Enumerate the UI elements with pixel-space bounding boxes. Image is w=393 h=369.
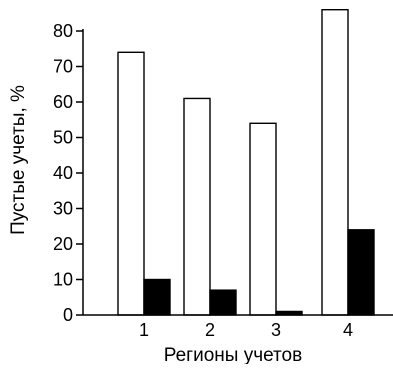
bar-open-region-4 <box>321 8 349 316</box>
labels-layer: Регионы учетов Пустые учеты, % <box>8 85 302 366</box>
x-tick-label-1: 1 <box>139 320 149 340</box>
y-tick-label-0: 0 <box>63 305 73 325</box>
x-tick-label-4: 4 <box>343 320 353 340</box>
bar-filled-region-2 <box>209 289 237 316</box>
axes-layer: 0 10 20 30 40 50 60 70 80 1 2 3 4 <box>53 21 393 340</box>
y-axis-title: Пустые учеты, % <box>8 85 29 235</box>
bars-layer <box>117 8 375 316</box>
y-tick-label-30: 30 <box>53 199 73 219</box>
x-tick-label-3: 3 <box>271 320 281 340</box>
bar-open-region-1 <box>117 51 145 316</box>
y-tick-label-70: 70 <box>53 57 73 77</box>
y-tick-label-50: 50 <box>53 128 73 148</box>
y-tick-label-80: 80 <box>53 21 73 41</box>
y-tick-label-40: 40 <box>53 163 73 183</box>
y-tick-label-60: 60 <box>53 92 73 112</box>
y-tick-label-10: 10 <box>53 270 73 290</box>
bar-open-region-3 <box>249 122 277 316</box>
bar-open-region-2 <box>183 97 211 316</box>
bar-filled-region-4 <box>347 229 375 316</box>
y-tick-label-20: 20 <box>53 234 73 254</box>
bar-filled-region-1 <box>143 278 171 316</box>
x-axis-title: Регионы учетов <box>164 345 302 364</box>
x-tick-label-2: 2 <box>205 320 215 340</box>
